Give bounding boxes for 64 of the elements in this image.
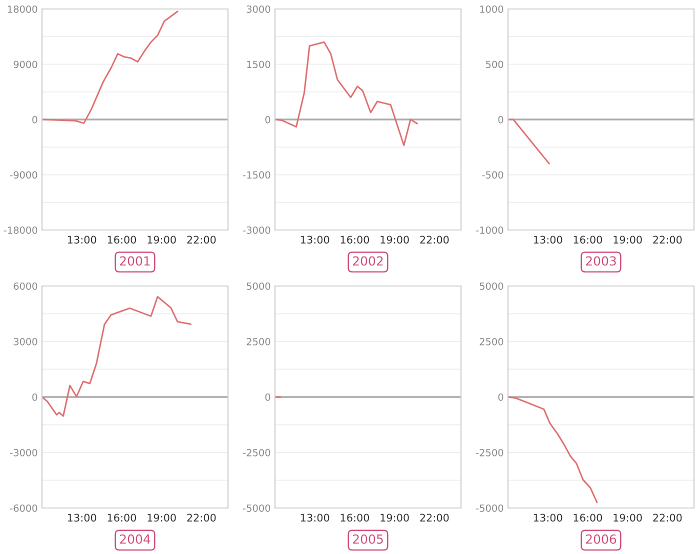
x-tick-label: 16:00 [574, 514, 602, 522]
x-tick-label: 16:00 [574, 236, 602, 244]
y-tick-label: -5000 [243, 504, 270, 512]
x-tick-label: 22:00 [187, 236, 216, 244]
y-tick-label: 0 [265, 116, 270, 124]
x-tick-label: 19:00 [148, 236, 176, 244]
y-tick-label: 5000 [246, 282, 270, 290]
y-tick-label: -1000 [476, 226, 504, 234]
y-tick-label: -9000 [10, 171, 38, 179]
x-tick-label: 19:00 [614, 514, 642, 522]
y-tick-label: -2500 [243, 448, 270, 456]
x-tick-label: 19:00 [380, 236, 409, 244]
y-tick-label: 0 [32, 393, 38, 401]
x-tick-label: 16:00 [340, 236, 370, 244]
text: 2006 [586, 534, 616, 544]
x-tick-label: 22:00 [420, 514, 449, 522]
x-tick-label: 19:00 [614, 236, 642, 244]
y-tick-label: 1000 [480, 5, 504, 13]
x-tick-label: 22:00 [653, 236, 682, 244]
x-tick-label: 22:00 [187, 514, 216, 522]
x-tick-label: 19:00 [380, 514, 409, 522]
line-series [508, 396, 598, 504]
y-tick-label: -6000 [10, 504, 38, 512]
y-tick-label: 0 [265, 393, 270, 401]
y-tick-label: 1500 [247, 60, 270, 68]
x-tick-label: 16:00 [340, 514, 370, 522]
x-tick-label: 13:00 [534, 236, 562, 244]
line-series [42, 296, 192, 417]
line-series [42, 10, 178, 124]
text: 2004 [120, 534, 150, 544]
y-tick-label: 500 [486, 60, 504, 68]
x-tick-label: 16:00 [108, 514, 136, 522]
line-series [275, 41, 418, 146]
text: 2005 [353, 534, 383, 544]
y-tick-label: -3000 [10, 448, 38, 456]
x-tick-label: 19:00 [148, 514, 176, 522]
y-tick-label: -1500 [243, 171, 270, 179]
y-tick-label: -5000 [476, 504, 504, 512]
y-tick-label: 2500 [246, 338, 270, 346]
y-tick-label: 18000 [8, 5, 38, 13]
y-tick-label: 9000 [14, 60, 38, 68]
y-tick-label: 6000 [14, 282, 38, 290]
y-tick-label: -2500 [476, 448, 504, 456]
x-tick-label: 22:00 [420, 236, 449, 244]
x-tick-label: 22:00 [653, 514, 682, 522]
y-tick-label: 0 [32, 116, 38, 124]
x-tick-label: 13:00 [68, 236, 96, 244]
y-tick-label: 3000 [14, 338, 38, 346]
x-tick-label: 13:00 [534, 514, 562, 522]
text: 2001 [120, 256, 150, 266]
x-tick-label: 13:00 [68, 514, 96, 522]
y-tick-label: 2500 [480, 338, 504, 346]
y-tick-label: 5000 [480, 282, 504, 290]
x-tick-label: 13:00 [300, 514, 330, 522]
y-tick-label: 3000 [246, 5, 270, 13]
y-tick-label: -500 [482, 171, 504, 179]
y-tick-label: 0 [498, 116, 504, 124]
text: 2003 [586, 256, 616, 266]
text: 2002 [353, 256, 383, 266]
y-tick-label: 0 [498, 393, 504, 401]
x-tick-label: 13:00 [300, 236, 330, 244]
y-tick-label: -3000 [243, 226, 270, 234]
x-tick-label: 16:00 [108, 236, 136, 244]
y-tick-label: -18000 [4, 226, 38, 234]
